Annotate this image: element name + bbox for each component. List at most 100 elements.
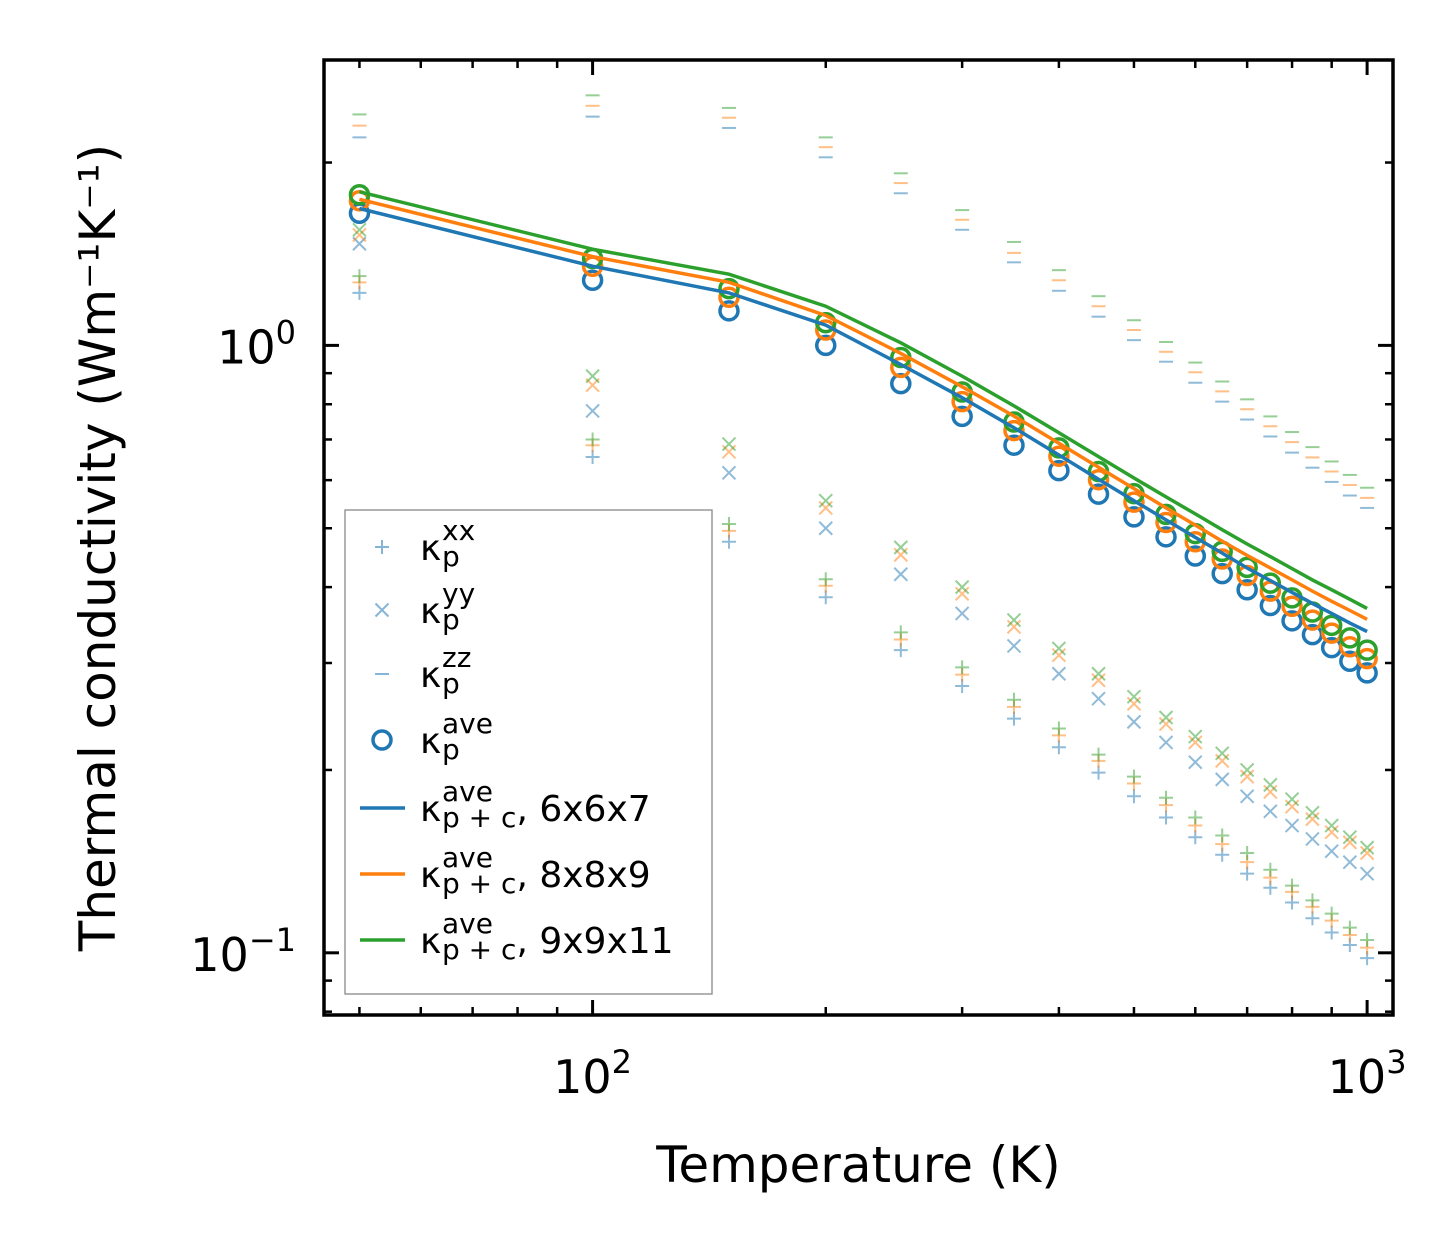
legend-label-3: κave p <box>420 707 493 766</box>
legend-box <box>344 509 713 995</box>
point-kyy-C1-200 <box>818 500 833 516</box>
series-kzz-C2 <box>352 94 1375 489</box>
point-kyy-C0-700 <box>1239 789 1255 804</box>
point-kyy-C2-1000 <box>1359 840 1375 855</box>
point-kxx-C2-550 <box>1159 790 1174 805</box>
point-kave-C0-550 <box>1155 526 1177 548</box>
point-kave-C0-100 <box>581 269 604 292</box>
point-kxx-C2-250 <box>893 625 908 640</box>
point-kyy-C2-800 <box>1284 792 1300 807</box>
point-kyy-C1-950 <box>1342 835 1358 850</box>
point-kyy-C0-450 <box>1091 691 1106 706</box>
point-kave-C1-250 <box>890 356 912 379</box>
point-kyy-C1-650 <box>1215 753 1230 769</box>
series-kzz-C0 <box>352 115 1375 509</box>
point-kyy-C2-400 <box>1051 641 1067 656</box>
point-kyy-C0-850 <box>1305 831 1320 847</box>
point-kave-C2-900 <box>1320 614 1343 637</box>
x-tick-label: 103 <box>1328 1043 1407 1104</box>
point-kxx-C2-100 <box>585 432 600 447</box>
point-kxx-C2-400 <box>1051 721 1066 736</box>
point-kave-C0-400 <box>1048 459 1070 482</box>
point-kyy-C0-600 <box>1188 754 1203 770</box>
point-kyy-C1-250 <box>893 547 909 563</box>
line-kpc_8x8x9-C1 <box>358 197 1368 621</box>
point-kxx-C2-850 <box>1305 893 1320 908</box>
point-kave-C1-550 <box>1155 511 1177 534</box>
point-kyy-C2-850 <box>1305 805 1320 821</box>
point-kave-C1-350 <box>1003 419 1025 442</box>
y-tick-label: 100 <box>217 313 296 374</box>
point-kxx-C2-450 <box>1091 747 1106 762</box>
point-kyy-C0-950 <box>1342 854 1358 870</box>
point-kyy-C1-550 <box>1158 716 1174 732</box>
series-kyy-C2 <box>352 222 1375 855</box>
point-kyy-C0-550 <box>1158 735 1174 750</box>
y-tick-label: 10−1 <box>190 921 296 982</box>
line-kpc_6x6x7-C0 <box>358 206 1368 634</box>
point-kxx-C0-350 <box>1006 711 1021 726</box>
point-kyy-C1-50 <box>352 227 367 243</box>
point-kave-C0-1000 <box>1356 662 1378 684</box>
point-kyy-C0-400 <box>1051 666 1067 681</box>
point-kyy-C2-650 <box>1215 746 1230 761</box>
point-kxx-C0-100 <box>585 450 600 465</box>
point-kave-C0-200 <box>814 334 837 357</box>
point-kyy-C2-250 <box>893 540 909 555</box>
series-kpc_8x8x9-C1 <box>358 197 1368 621</box>
point-kyy-C0-900 <box>1324 843 1339 859</box>
point-kyy-C0-750 <box>1263 804 1278 819</box>
point-kyy-C0-250 <box>893 567 909 582</box>
point-kxx-C2-50 <box>352 269 367 284</box>
point-kyy-C0-150 <box>721 465 737 480</box>
point-kyy-C2-750 <box>1263 777 1278 793</box>
point-kave-C0-700 <box>1236 579 1258 601</box>
point-kyy-C0-500 <box>1126 714 1142 730</box>
point-kyy-C2-700 <box>1239 762 1255 778</box>
point-kxx-C2-600 <box>1188 810 1203 825</box>
tick-layer: 102 103 100 10−1 <box>190 60 1407 1104</box>
point-kxx-C0-400 <box>1051 740 1066 755</box>
series-kyy-C1 <box>352 227 1375 861</box>
point-kyy-C2-300 <box>954 579 970 595</box>
point-kxx-C2-900 <box>1324 906 1339 921</box>
point-kxx-C2-1000 <box>1360 932 1375 947</box>
line-kpc_9x9x11-C2 <box>358 190 1368 610</box>
point-kave-C0-450 <box>1087 483 1110 505</box>
point-kyy-C2-200 <box>818 493 833 508</box>
point-kyy-C2-100 <box>585 368 600 384</box>
legend-marker-3 <box>371 729 393 751</box>
point-kyy-C1-600 <box>1188 735 1203 750</box>
point-kxx-C2-750 <box>1263 862 1278 877</box>
point-kyy-C2-950 <box>1342 829 1358 845</box>
point-kyy-C2-600 <box>1188 729 1203 744</box>
point-kyy-C1-900 <box>1324 824 1339 840</box>
point-kxx-C0-500 <box>1126 789 1141 804</box>
point-kyy-C1-750 <box>1263 784 1278 800</box>
series-kpc_9x9x11-C2 <box>358 190 1368 610</box>
point-kave-C0-500 <box>1123 506 1145 528</box>
point-kave-C1-800 <box>1281 595 1303 617</box>
point-kyy-C2-500 <box>1126 689 1142 704</box>
legend-label-4: κave p + c, 6x6x7 <box>420 775 651 834</box>
point-kxx-C2-800 <box>1285 878 1300 893</box>
point-kyy-C1-500 <box>1126 696 1142 712</box>
point-kyy-C2-900 <box>1324 818 1339 833</box>
point-kxx-C2-150 <box>721 517 736 532</box>
point-kave-C0-150 <box>718 300 740 322</box>
legend-label-0: κxx p <box>420 514 475 573</box>
point-kyy-C2-450 <box>1091 666 1106 681</box>
legend-label-1: κyy p <box>420 577 475 636</box>
point-kyy-C1-300 <box>954 586 970 601</box>
point-kave-C0-600 <box>1184 545 1207 567</box>
x-axis-label: Temperature (K) <box>655 1136 1060 1194</box>
point-kyy-C0-100 <box>585 403 600 419</box>
legend-label-2: κzz p <box>420 641 471 700</box>
point-kave-C0-800 <box>1281 610 1303 632</box>
point-kave-C2-1000 <box>1356 639 1378 661</box>
point-kyy-C1-700 <box>1239 769 1255 784</box>
point-kyy-C2-150 <box>721 436 737 452</box>
point-kxx-C2-950 <box>1342 920 1357 935</box>
